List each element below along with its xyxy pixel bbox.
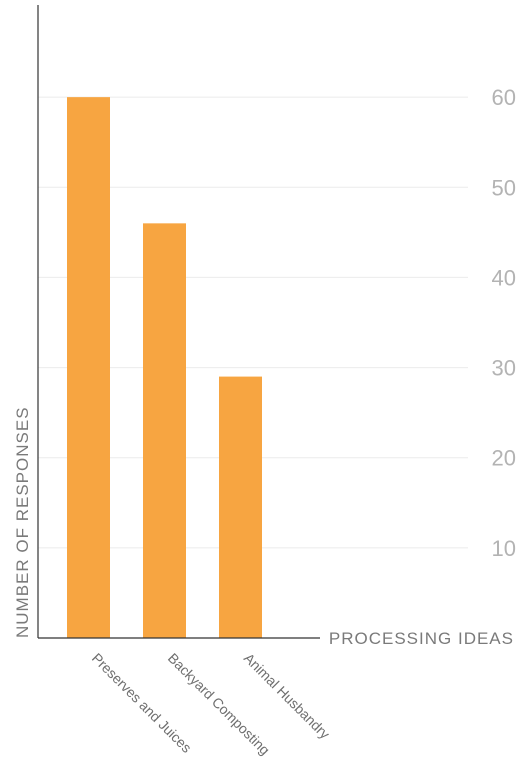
y-tick-label-20: 20 [492, 446, 516, 471]
y-tick-label-60: 60 [492, 85, 516, 110]
y-tick-label-50: 50 [492, 175, 516, 200]
bar-preserves-and-juices [67, 97, 110, 638]
y-axis-title: NUMBER OF RESPONSES [13, 406, 32, 638]
bar-backyard-composting [143, 223, 186, 639]
x-axis-title: PROCESSING IDEAS [329, 629, 514, 648]
y-tick-labels: 10 20 30 40 50 60 [492, 85, 516, 561]
bar-animal-husbandry [219, 376, 262, 638]
y-tick-label-10: 10 [492, 536, 516, 561]
y-tick-label-40: 40 [492, 265, 516, 290]
bars [67, 97, 262, 639]
y-tick-label-30: 30 [492, 356, 516, 381]
